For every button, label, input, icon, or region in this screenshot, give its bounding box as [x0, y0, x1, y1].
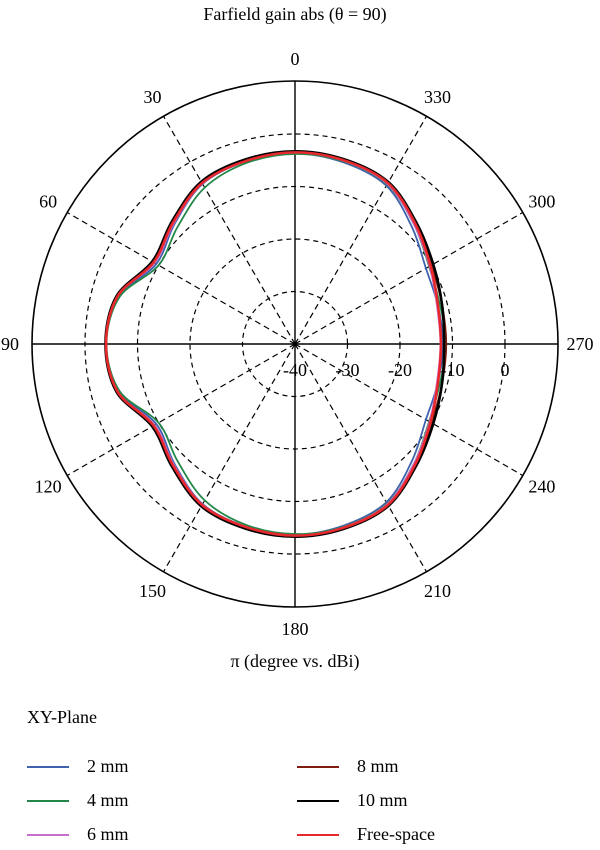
legend-title: XY-Plane — [27, 707, 97, 727]
spoke-line — [66, 211, 296, 345]
angle-tick-label: 330 — [424, 87, 451, 107]
angle-tick-label: 0 — [291, 49, 300, 69]
angle-tick-label: 120 — [35, 477, 62, 497]
chart-title: Farfield gain abs (θ = 90) — [203, 4, 387, 24]
radial-tick-label: -10 — [441, 360, 465, 380]
radial-tick-label: -20 — [388, 360, 412, 380]
radial-tick-label: -40 — [283, 360, 307, 380]
spoke-line — [162, 115, 296, 345]
series-line-free-space — [104, 151, 443, 537]
spoke-line — [294, 343, 524, 477]
angle-tick-label: 300 — [528, 192, 555, 212]
axis-labels: 0 30 60 90 120 150 180 210 240 270 300 330 -40 -30 -20… — [1, 49, 594, 639]
angle-tick-label: 90 — [1, 334, 19, 354]
angle-tick-label: 150 — [139, 581, 166, 601]
spoke-line — [66, 343, 296, 477]
spoke-line — [294, 115, 428, 345]
spoke-line — [162, 343, 296, 573]
angle-tick-label: 30 — [144, 87, 162, 107]
angle-tick-label: 270 — [567, 334, 594, 354]
spoke-line — [294, 211, 524, 345]
polar-grid — [31, 80, 559, 608]
radial-tick-label: -30 — [336, 360, 360, 380]
x-axis-label: π (degree vs. dBi) — [230, 651, 360, 671]
angle-tick-label: 210 — [424, 581, 451, 601]
angle-tick-label: 60 — [39, 192, 57, 212]
angle-tick-label: 240 — [528, 477, 555, 497]
radial-tick-label: 0 — [501, 360, 510, 380]
angle-tick-label: 180 — [282, 619, 309, 639]
spoke-line — [294, 343, 428, 573]
series-layer — [104, 150, 448, 538]
